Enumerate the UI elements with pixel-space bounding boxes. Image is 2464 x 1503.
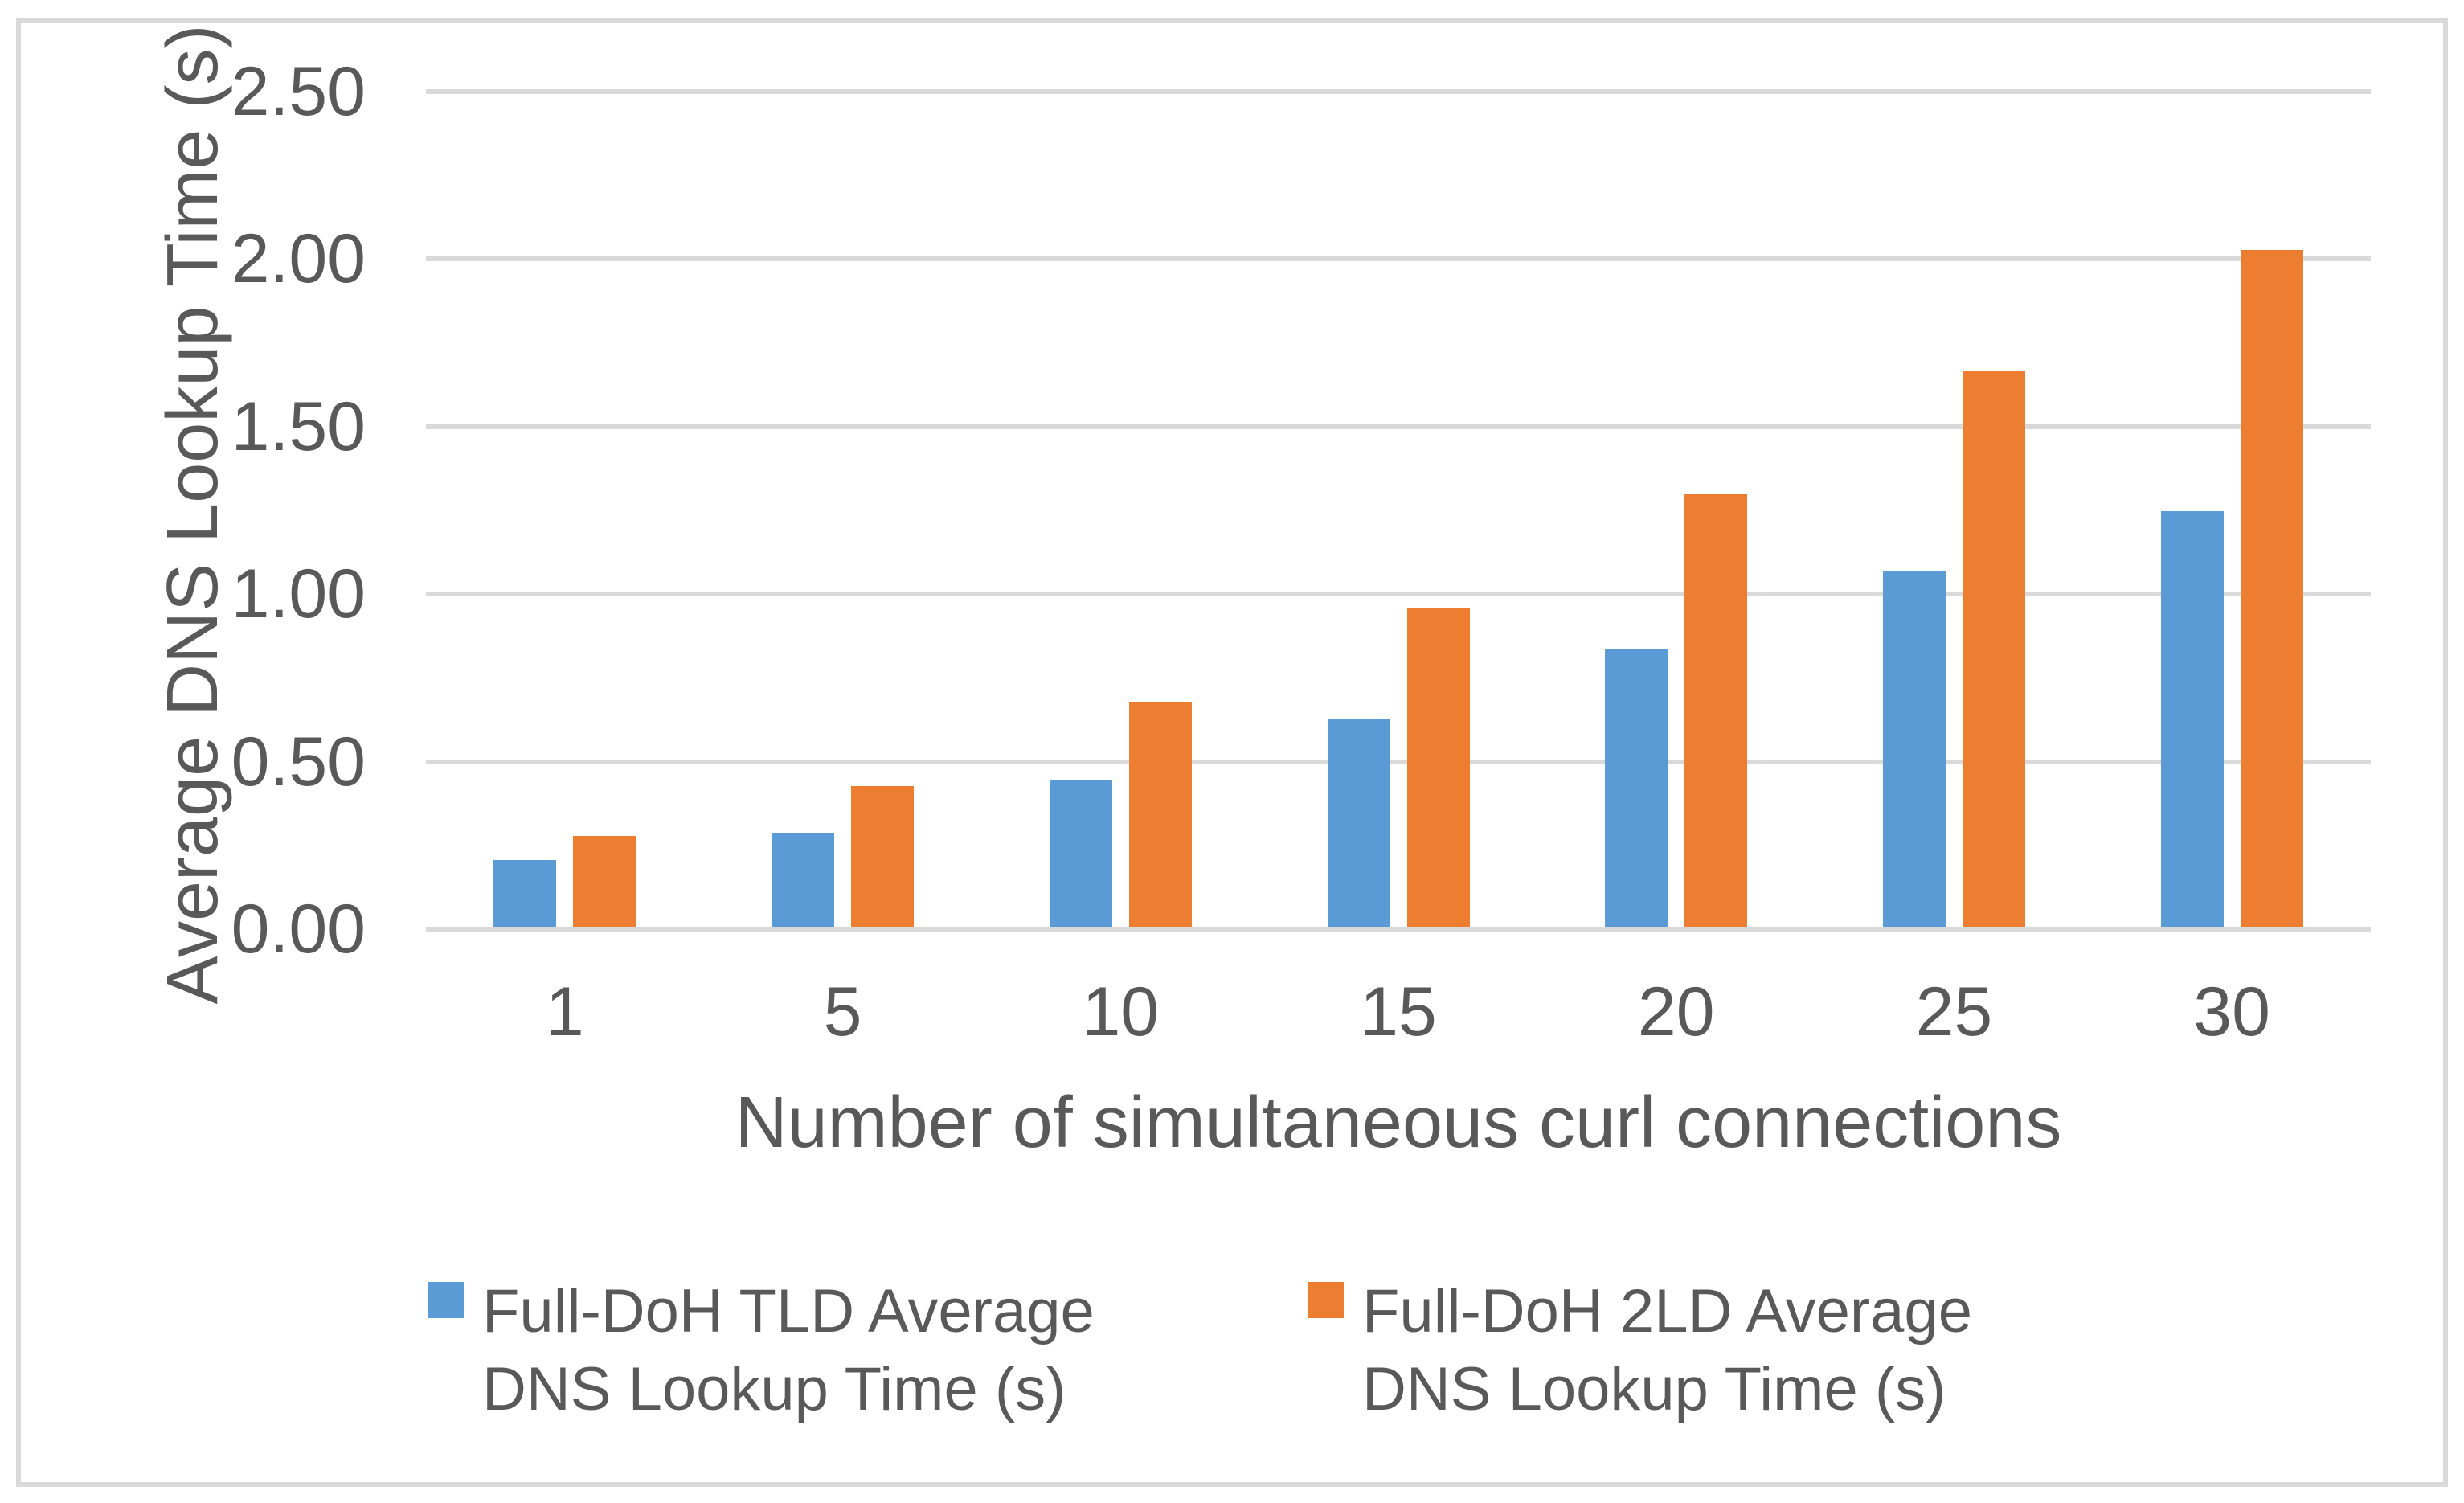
- y-tick-label-2.50: 2.50: [231, 53, 366, 130]
- bar-2ld-10: [1128, 702, 1192, 927]
- bar-2ld-15: [1406, 608, 1470, 927]
- bar-group-15: [1327, 608, 1470, 927]
- bar-2ld-25: [1962, 371, 2025, 927]
- legend-marker-tld: [428, 1282, 464, 1318]
- bar-tld-5: [772, 833, 835, 927]
- plot-area: [426, 89, 2371, 932]
- y-tick-label-1.00: 1.00: [231, 555, 366, 633]
- legend-entry-2ld: Full-DoH 2LD Average DNS Lookup Time (s): [1308, 1272, 2005, 1429]
- gridline-2.00: [426, 256, 2371, 262]
- x-tick-label-15: 15: [1360, 973, 1437, 1050]
- bar-group-20: [1605, 494, 1748, 927]
- legend-label-tld: Full-DoH TLD Average DNS Lookup Time (s): [482, 1277, 1095, 1424]
- y-tick-label-0.00: 0.00: [231, 891, 366, 968]
- bar-tld-1: [493, 859, 557, 927]
- legend-marker-2ld: [1308, 1282, 1344, 1318]
- legend-label-2ld: Full-DoH 2LD Average DNS Lookup Time (s): [1362, 1277, 1972, 1424]
- bar-2ld-5: [851, 785, 915, 927]
- bar-group-30: [2160, 250, 2303, 927]
- bar-group-10: [1049, 702, 1192, 927]
- x-axis-line: [426, 927, 2371, 932]
- gridline-0.50: [426, 759, 2371, 764]
- bar-tld-10: [1049, 779, 1112, 927]
- x-tick-label-25: 25: [1915, 973, 1993, 1050]
- x-tick-label-10: 10: [1082, 973, 1160, 1050]
- bar-group-25: [1882, 371, 2025, 927]
- bar-2ld-1: [573, 836, 636, 927]
- bar-group-5: [772, 785, 915, 927]
- x-tick-label-20: 20: [1637, 973, 1715, 1050]
- y-axis-title: Average DNS Lookup Time (s): [153, 24, 233, 1005]
- y-tick-label-1.50: 1.50: [231, 387, 366, 465]
- bar-tld-30: [2160, 511, 2224, 927]
- legend-entry-tld: Full-DoH TLD Average DNS Lookup Time (s): [428, 1272, 1125, 1429]
- x-tick-label-30: 30: [2193, 973, 2270, 1050]
- bar-tld-20: [1605, 649, 1668, 927]
- bar-tld-15: [1327, 719, 1390, 927]
- y-tick-label-2.00: 2.00: [231, 220, 366, 298]
- chart-border: [16, 18, 2448, 1487]
- bar-2ld-30: [2240, 250, 2303, 927]
- bar-group-1: [493, 836, 636, 927]
- x-axis-title: Number of simultaneous curl connections: [735, 1083, 2062, 1163]
- gridline-2.50: [426, 89, 2371, 94]
- y-tick-label-0.50: 0.50: [231, 723, 366, 801]
- x-tick-label-1: 1: [545, 973, 584, 1050]
- x-tick-label-5: 5: [823, 973, 862, 1050]
- bar-2ld-20: [1684, 494, 1748, 927]
- bar-tld-25: [1882, 571, 1946, 927]
- gridline-1.50: [426, 424, 2371, 429]
- gridline-1.00: [426, 592, 2371, 597]
